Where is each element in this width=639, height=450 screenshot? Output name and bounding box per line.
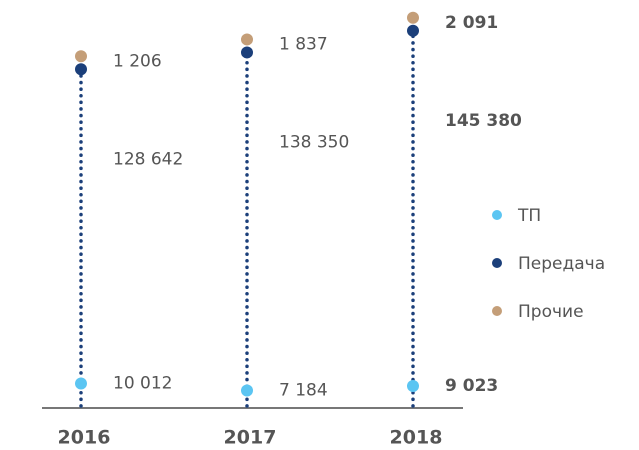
x-tick-label: 2016 — [58, 427, 111, 449]
legend-label: Передача — [518, 254, 605, 274]
x-tick-label: 2017 — [224, 427, 277, 449]
value-label: 10 012 — [113, 374, 172, 394]
value-label: 128 642 — [113, 149, 183, 169]
dot — [75, 50, 87, 63]
value-label: 2 091 — [445, 13, 498, 33]
legend-label: ТП — [517, 206, 541, 226]
value-label: 1 837 — [279, 34, 328, 54]
value-label: 1 206 — [113, 51, 162, 71]
dot — [407, 11, 419, 24]
dot — [407, 379, 419, 392]
dot — [241, 33, 253, 46]
value-label: 145 380 — [445, 111, 522, 131]
x-tick-label: 2018 — [390, 427, 443, 449]
dot — [241, 384, 253, 397]
legend-label: Прочие — [518, 302, 584, 322]
dot — [407, 24, 419, 37]
value-label: 7 184 — [279, 380, 328, 400]
legend-marker — [492, 210, 502, 220]
dot — [75, 63, 87, 76]
legend-marker — [492, 258, 502, 268]
dot — [75, 377, 87, 390]
value-label: 9 023 — [445, 376, 498, 396]
value-label: 138 350 — [279, 132, 349, 152]
dot — [241, 46, 253, 59]
legend-marker — [492, 306, 502, 316]
